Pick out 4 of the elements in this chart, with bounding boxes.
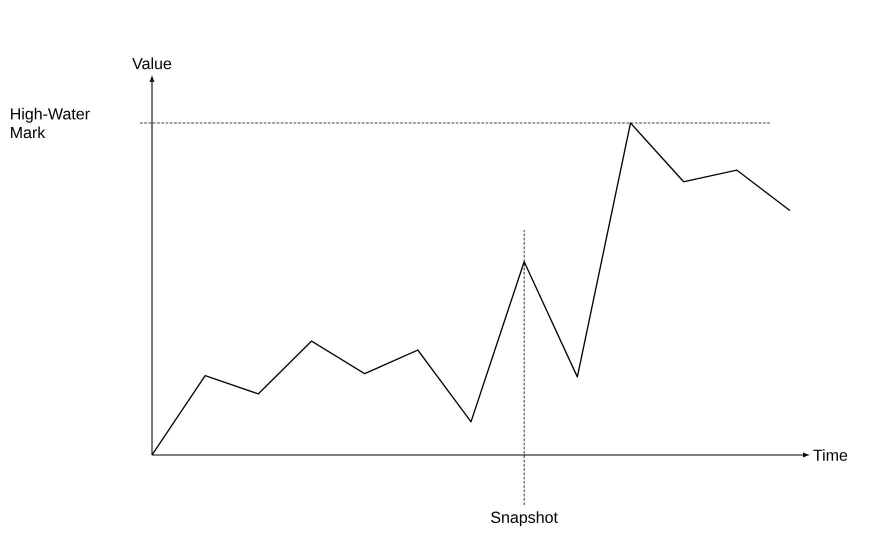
y-axis-title: Value bbox=[132, 58, 172, 70]
ref-line-label: High-Water Mark bbox=[11, 108, 90, 138]
text: Snapshot bbox=[491, 511, 558, 526]
x-axis-title: Time bbox=[813, 449, 848, 461]
